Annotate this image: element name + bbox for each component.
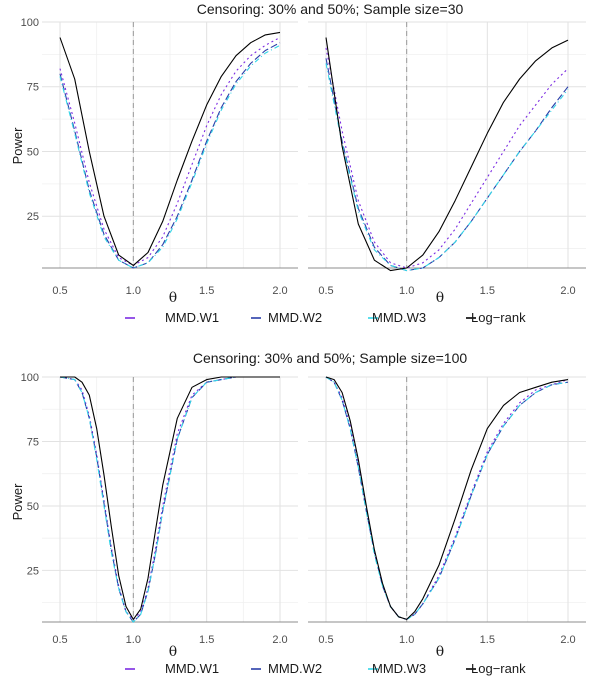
series-line-mmd-w2 [59, 42, 281, 269]
x-tick-label: 1.0 [126, 285, 141, 297]
y-tick-label: 75 [27, 436, 39, 448]
x-axis-label-2-right: θ [436, 644, 444, 660]
y-axis-label-2: Power [10, 483, 25, 521]
legend-label: MMD.W3 [372, 310, 426, 325]
y-tick-label: 25 [27, 211, 39, 223]
x-tick-label: 2.0 [272, 285, 287, 297]
legend-label: Log−rank [471, 310, 526, 325]
panel-2-right: 0.5 1.0 1.5 2.0 [308, 376, 586, 646]
y-tick-label: 75 [27, 82, 39, 94]
x-tick-label: 2.0 [560, 285, 575, 297]
y-tick-label: 100 [21, 372, 39, 384]
x-tick-label: 1.0 [126, 634, 141, 646]
chart-block-1: Censoring: 30% and 50%; Sample size=30 P… [10, 1, 586, 325]
x-axis-label-1-left: θ [169, 290, 177, 306]
series-line-mmd-w1 [59, 37, 281, 266]
series-line-log-rank [60, 376, 280, 620]
x-tick-label: 1.5 [480, 285, 495, 297]
chart-title-2: Censoring: 30% and 50%; Sample size=100 [193, 350, 468, 366]
legend-label: MMD.W1 [165, 310, 219, 325]
x-tick-label: 1.0 [399, 634, 414, 646]
y-tick-label: 50 [27, 146, 39, 158]
y-axis-label-1: Power [10, 127, 25, 165]
legend-label: Log−rank [471, 661, 526, 676]
series-line-log-rank [325, 376, 569, 620]
legend-2: MMD.W1 MMD.W2 MMD.W3 Log−rank [125, 661, 526, 676]
legend-1: MMD.W1 MMD.W2 MMD.W3 Log−rank [125, 310, 526, 325]
series-line-mmd-w3 [59, 376, 280, 623]
chart-block-2: Censoring: 30% and 50%; Sample size=100 … [10, 350, 586, 676]
x-tick-label: 2.0 [272, 634, 287, 646]
legend-label: MMD.W2 [268, 310, 322, 325]
series-line-log-rank [325, 37, 569, 272]
x-tick-label: 1.5 [199, 285, 214, 297]
legend-label: MMD.W3 [372, 661, 426, 676]
series-line-log-rank [59, 31, 281, 266]
y-tick-label: 50 [27, 501, 39, 513]
y-tick-label: 100 [21, 17, 39, 29]
x-tick-label: 0.5 [52, 634, 67, 646]
legend-label: MMD.W2 [268, 661, 322, 676]
series-line-mmd-w3 [325, 376, 569, 620]
chart-title-1: Censoring: 30% and 50%; Sample size=30 [197, 1, 464, 17]
panel-1-left: 0.5 1.0 1.5 2.0 25 50 75 100 [21, 17, 298, 297]
panel-2-left: 0.5 1.0 1.5 2.0 25 50 75 100 [21, 372, 298, 646]
series-line-mmd-w3 [325, 63, 569, 272]
x-axis-label-1-right: θ [436, 290, 444, 306]
x-tick-label: 1.5 [199, 634, 214, 646]
x-tick-label: 1.5 [480, 634, 495, 646]
x-tick-label: 1.0 [399, 285, 414, 297]
x-tick-label: 2.0 [560, 634, 575, 646]
panel-1-right: 0.5 1.0 1.5 2.0 [308, 21, 586, 297]
legend-label: MMD.W1 [165, 661, 219, 676]
x-tick-label: 0.5 [52, 285, 67, 297]
y-tick-label: 25 [27, 565, 39, 577]
x-tick-label: 0.5 [318, 285, 333, 297]
x-tick-label: 0.5 [318, 634, 333, 646]
x-axis-label-2-left: θ [169, 644, 177, 660]
